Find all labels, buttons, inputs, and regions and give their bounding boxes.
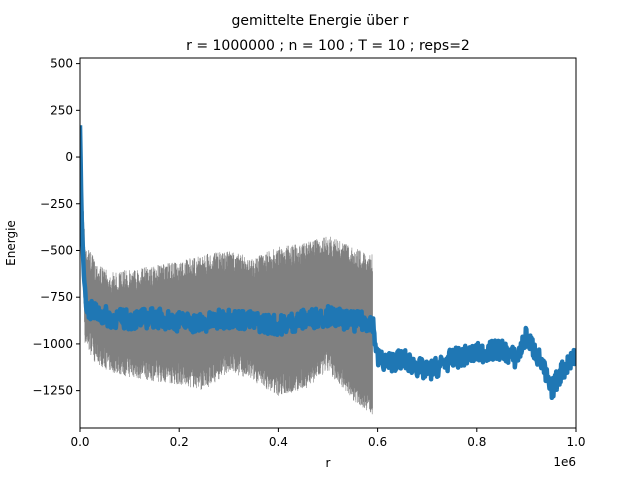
plot-frame: [79, 57, 577, 429]
series-layer: [80, 123, 576, 415]
y-tick-label: 0: [65, 150, 73, 164]
y-axis: 500 250 0 −250 −500 −750 −1000 −1250: [32, 57, 80, 398]
x-axis-label: r: [326, 456, 331, 470]
y-tick-label: 250: [50, 103, 73, 117]
y-axis-label: Energie: [4, 220, 18, 266]
x-offset-label: 1e6: [553, 455, 576, 469]
series-blue-line: [80, 125, 576, 401]
chart-subtitle: r = 1000000 ; n = 100 ; T = 10 ; reps=2: [186, 38, 470, 54]
series-grey-band: [80, 123, 373, 415]
x-tick-label: 0.0: [70, 435, 89, 449]
x-tick-label: 1.0: [566, 435, 585, 449]
y-tick-label: 500: [50, 57, 73, 71]
y-tick-label: −1000: [32, 337, 73, 351]
y-tick-label: −250: [40, 197, 73, 211]
y-tick-label: −500: [40, 243, 73, 257]
x-tick-label: 0.4: [269, 435, 288, 449]
y-tick-label: −1250: [32, 384, 73, 398]
chart-title: gemittelte Energie über r: [231, 13, 408, 29]
x-axis: 0.0 0.2 0.4 0.6 0.8 1.0: [70, 428, 586, 449]
x-tick-label: 0.6: [368, 435, 387, 449]
y-tick-label: −750: [40, 290, 73, 304]
x-tick-label: 0.2: [170, 435, 189, 449]
x-tick-label: 0.8: [467, 435, 486, 449]
